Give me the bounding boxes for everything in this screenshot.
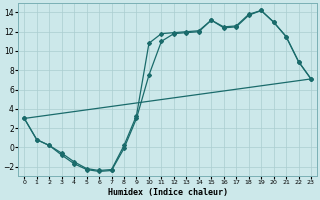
X-axis label: Humidex (Indice chaleur): Humidex (Indice chaleur) (108, 188, 228, 197)
